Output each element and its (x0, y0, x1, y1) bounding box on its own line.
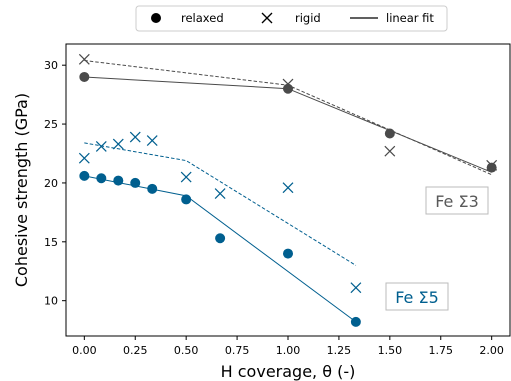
point-relaxed (130, 177, 141, 188)
legend-label-linear-fit: linear fit (386, 11, 434, 25)
point-rigid (282, 78, 294, 90)
point-relaxed (283, 248, 293, 259)
point-rigid (486, 159, 498, 171)
point-rigid (214, 188, 226, 199)
point-relaxed (384, 128, 395, 139)
legend: relaxed rigid linear fit (135, 5, 448, 32)
axis-ticks: 0.00 0.25 0.50 0.75 1.00 1.25 1.50 1.75 2.00 10 15… (44, 59, 504, 357)
annotation-frame-sigma3 (425, 186, 489, 215)
point-relaxed (79, 170, 90, 181)
point-rigid (78, 53, 90, 65)
point-relaxed (486, 162, 497, 173)
legend-label-rigid: rigid (295, 11, 321, 25)
point-rigid (384, 145, 396, 157)
y-tick-label: 20 (44, 177, 58, 190)
x-tick-label: 1.00 (276, 344, 301, 357)
annotation-fe-sigma3: Fe Σ3 (425, 186, 489, 215)
point-relaxed (283, 83, 293, 94)
fit-line-rigid (84, 142, 357, 266)
annotation-label-sigma5: Fe Σ5 (395, 288, 439, 307)
x-tick-label: 2.00 (479, 344, 504, 357)
annotation-frame-sigma5 (385, 282, 449, 311)
point-rigid (112, 138, 124, 150)
annotation-fe-sigma5: Fe Σ5 (385, 282, 449, 311)
y-axis-label: Cohesive strength (GPa) (12, 93, 31, 287)
x-tick-label: 0.50 (174, 344, 199, 357)
legend-marker-relaxed (151, 13, 161, 23)
x-tick-label: 1.25 (327, 344, 352, 357)
point-relaxed (79, 71, 90, 82)
point-rigid (95, 141, 107, 152)
x-tick-label: 1.50 (378, 344, 403, 357)
legend-frame (135, 5, 448, 32)
point-rigid (180, 171, 192, 183)
x-tick-label: 0.25 (123, 344, 148, 357)
y-tick-label: 30 (44, 59, 58, 72)
data-marks (78, 53, 498, 327)
annotation-label-sigma3: Fe Σ3 (435, 192, 479, 211)
point-relaxed (147, 183, 158, 194)
x-tick-label: 1.75 (429, 344, 454, 357)
legend-marker-rigid (261, 12, 273, 24)
point-rigid (78, 152, 90, 164)
point-rigid (350, 282, 362, 294)
point-relaxed (215, 233, 226, 244)
x-axis-label: H coverage, θ (-) (221, 362, 356, 381)
y-tick-label: 10 (44, 295, 58, 308)
point-relaxed (181, 194, 192, 205)
point-relaxed (113, 175, 124, 186)
x-tick-label: 0.00 (72, 344, 97, 357)
y-tick-label: 15 (44, 236, 58, 249)
point-relaxed (350, 316, 361, 327)
y-tick-label: 25 (44, 118, 58, 131)
legend-label-relaxed: relaxed (181, 11, 224, 25)
point-rigid (282, 182, 294, 194)
x-tick-label: 0.75 (225, 344, 250, 357)
point-relaxed (96, 173, 107, 184)
point-rigid (129, 131, 141, 143)
point-rigid (146, 135, 158, 146)
